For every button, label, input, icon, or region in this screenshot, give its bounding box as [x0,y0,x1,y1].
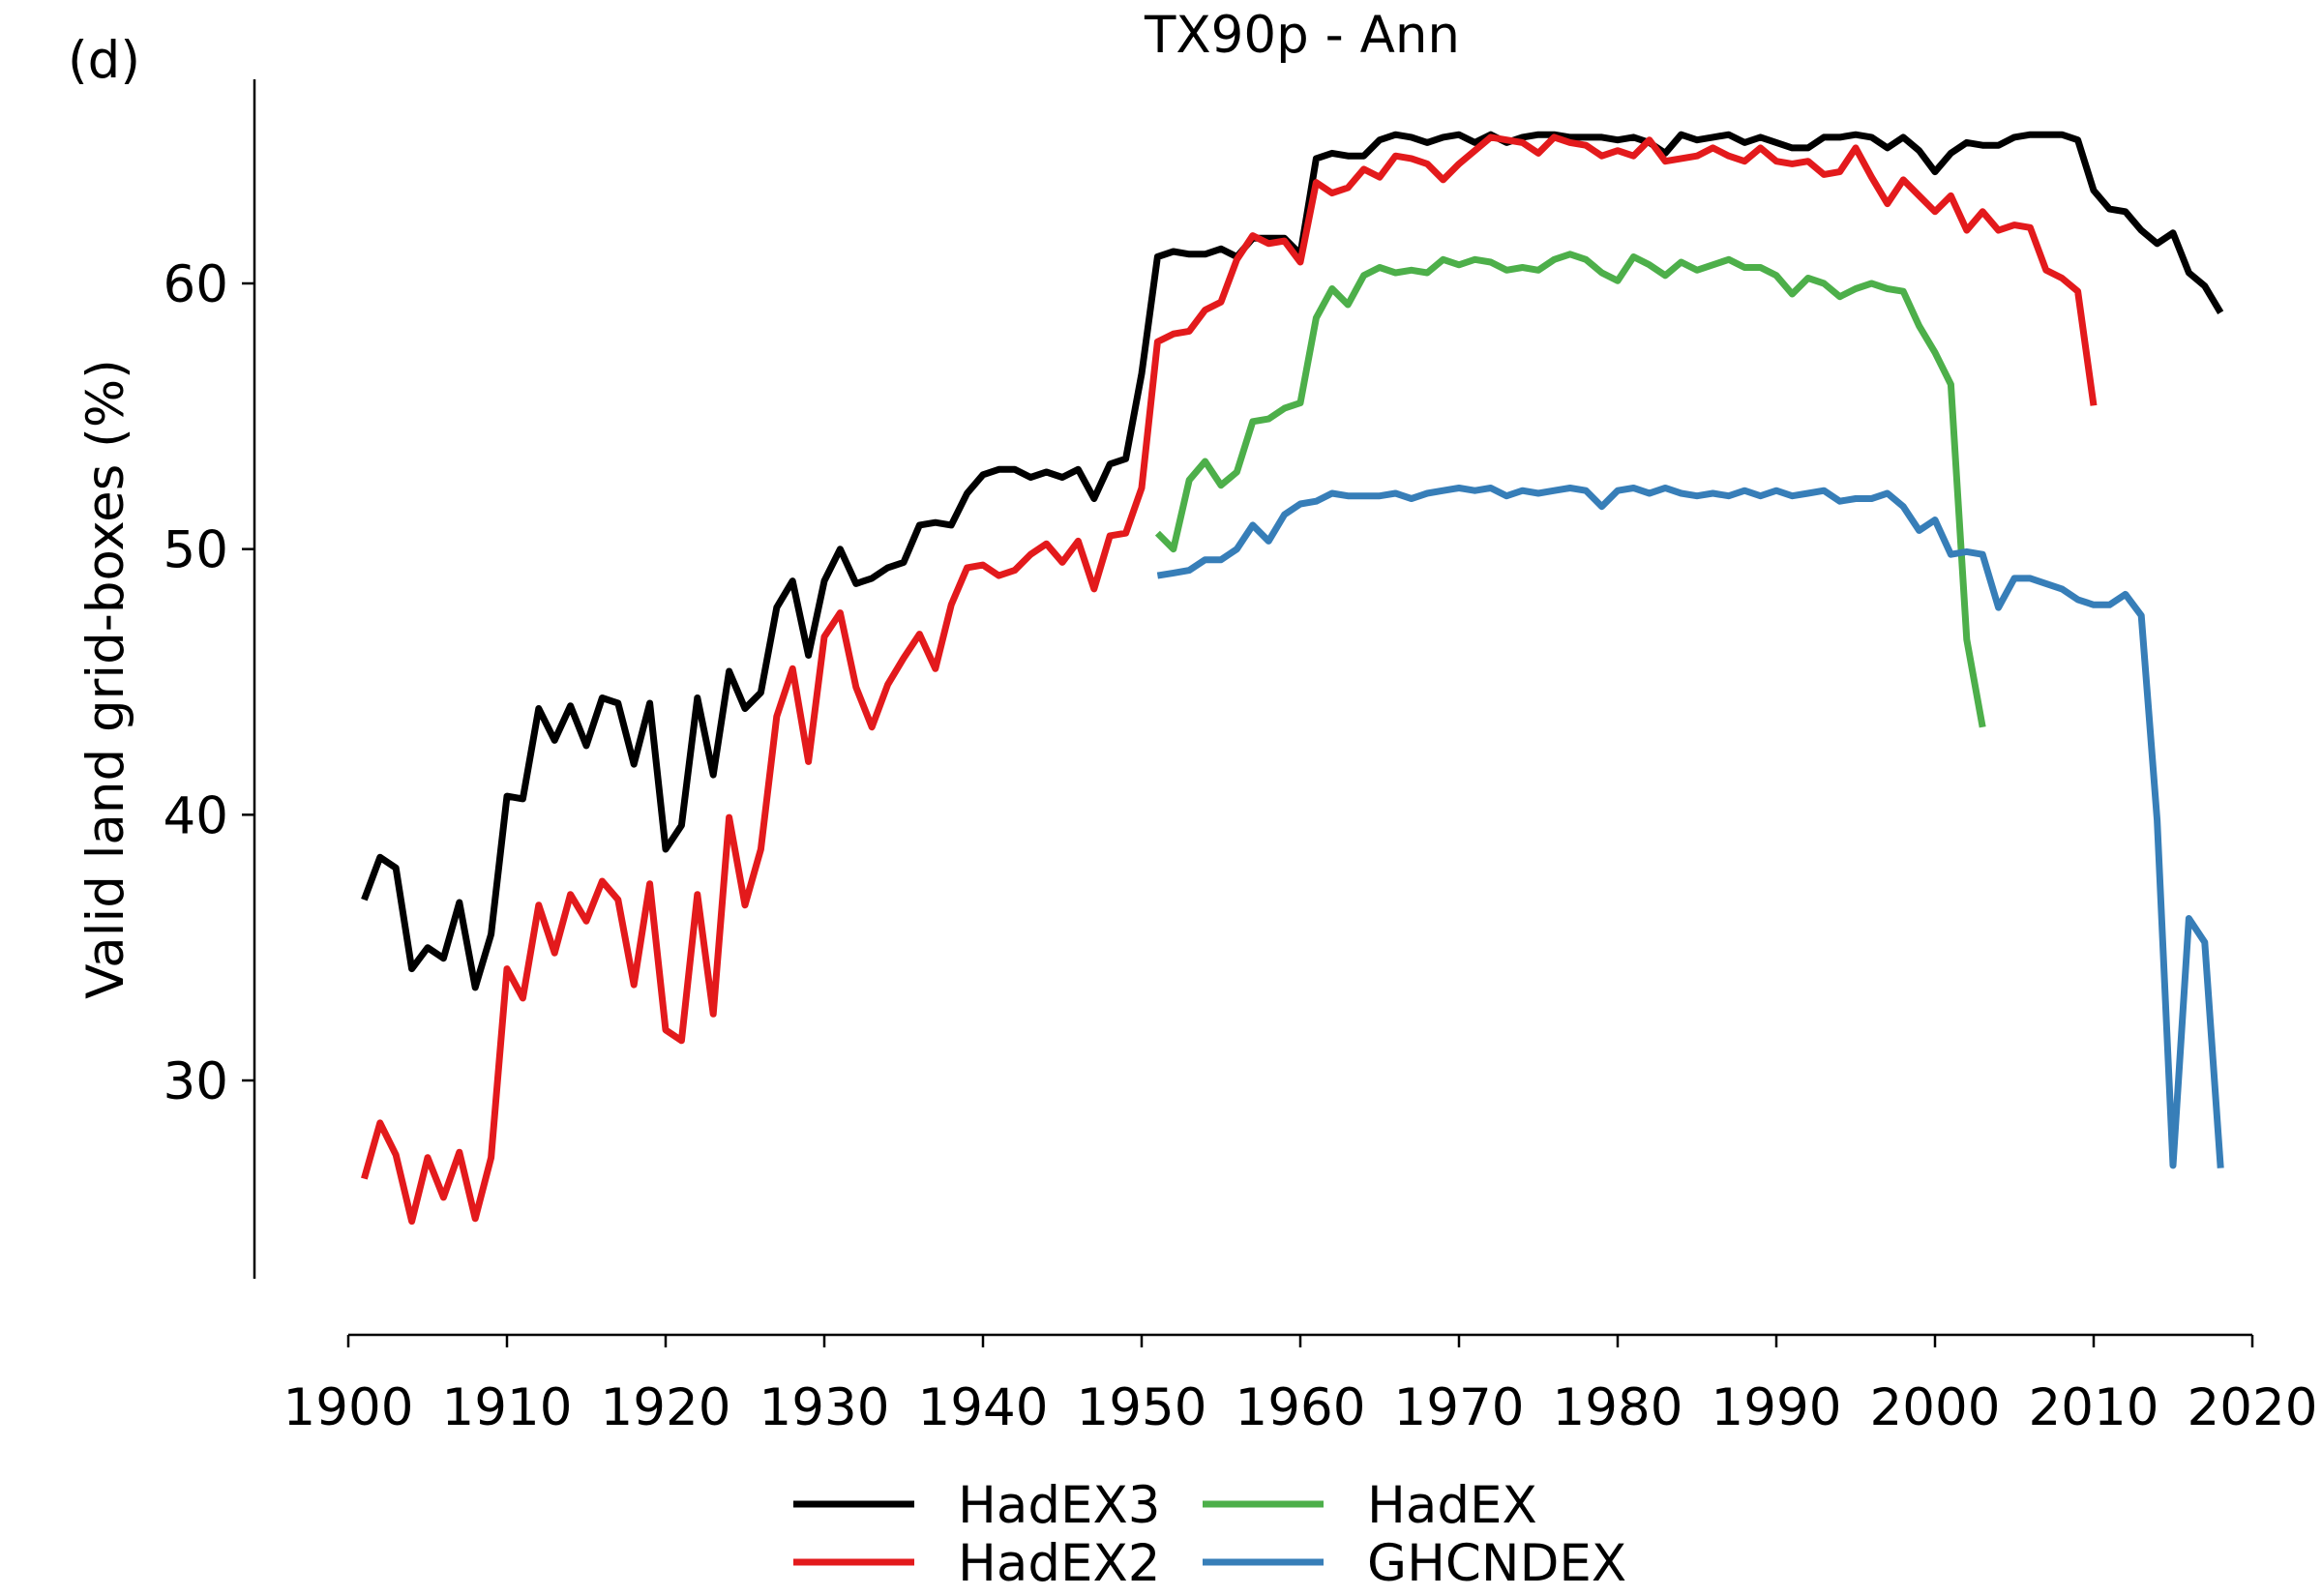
y-tick-label: 60 [164,255,228,314]
x-tick: 1910 [442,1335,573,1437]
legend-label: HadEX2 [958,1534,1161,1593]
x-tick-label: 1940 [918,1378,1049,1437]
x-ticks: 1900 1910 1920 1930 1940 1950 1960 1970 1980 1990… [283,1335,2318,1437]
series-group [361,131,2224,1226]
legend-item-ghcndex: GHCNDEX [1203,1534,1626,1593]
y-tick: 60 [164,255,254,314]
legend-item-hadex: HadEX [1203,1476,1537,1535]
x-tick: 1900 [283,1335,414,1437]
series-line-hadex [1154,251,1986,728]
x-tick-label: 1950 [1077,1378,1207,1437]
legend-item-hadex3: HadEX3 [793,1476,1161,1535]
y-tick-label: 50 [164,521,228,580]
x-tick: 1940 [918,1335,1049,1437]
x-tick: 1990 [1712,1335,1842,1437]
series-line-ghcndex [1156,485,2224,1169]
legend-label: GHCNDEX [1367,1534,1626,1593]
x-tick: 1980 [1553,1335,1683,1437]
x-tick: 2010 [2029,1335,2159,1437]
x-tick-label: 2010 [2029,1378,2159,1437]
legend-item-hadex2: HadEX2 [793,1534,1161,1593]
legend-label: HadEX3 [958,1476,1161,1535]
series-line-hadex2 [361,133,2098,1226]
y-tick: 50 [164,521,254,580]
x-tick-label: 1930 [759,1378,890,1437]
y-tick-label: 30 [164,1052,228,1111]
x-tick-label: 2000 [1870,1378,2001,1437]
x-tick: 1920 [601,1335,731,1437]
x-tick-label: 1910 [442,1378,573,1437]
x-tick: 1970 [1394,1335,1525,1437]
x-tick-label: 2020 [2188,1378,2318,1437]
x-tick-label: 1920 [601,1378,731,1437]
series-line-hadex3 [361,131,2224,991]
x-tick: 1950 [1077,1335,1207,1437]
legend-label: HadEX [1367,1476,1537,1535]
chart-title: TX90p - Ann [1144,6,1460,65]
x-tick: 2020 [2188,1335,2318,1437]
x-tick: 1960 [1235,1335,1366,1437]
y-tick-label: 40 [164,786,228,845]
x-tick-label: 1970 [1394,1378,1525,1437]
x-tick-label: 1990 [1712,1378,1842,1437]
x-tick-label: 1900 [283,1378,414,1437]
panel-label: (d) [68,31,140,90]
x-tick: 1930 [759,1335,890,1437]
x-tick-label: 1960 [1235,1378,1366,1437]
x-tick-label: 1980 [1553,1378,1683,1437]
x-tick: 2000 [1870,1335,2001,1437]
y-tick: 30 [164,1052,254,1111]
y-ticks: 30 40 50 60 [164,255,254,1111]
y-axis-title: Valid land grid-boxes (%) [76,359,135,999]
y-tick: 40 [164,786,254,845]
